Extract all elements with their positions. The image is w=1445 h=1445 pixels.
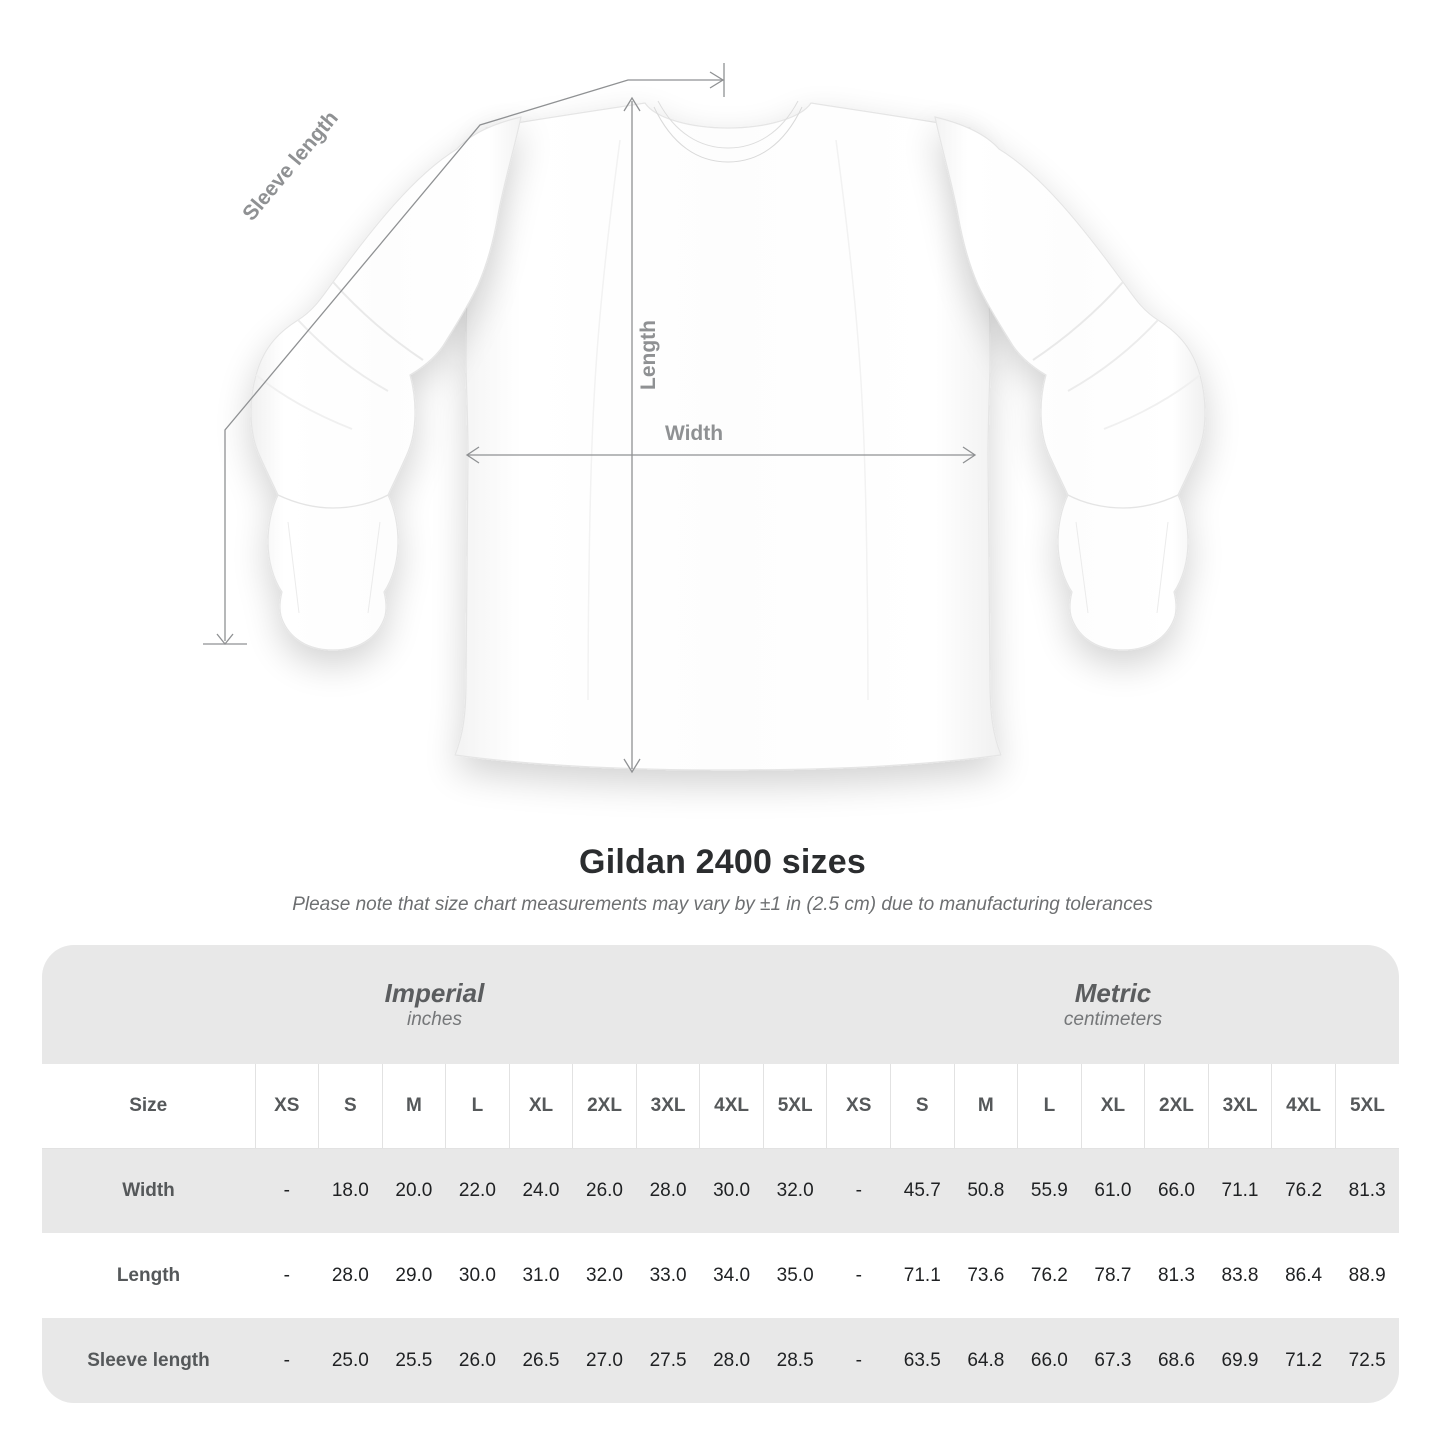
svg-text:Width: Width: [665, 422, 723, 445]
svg-text:Sleeve length: Sleeve length: [238, 107, 343, 225]
svg-text:Length: Length: [637, 320, 660, 390]
